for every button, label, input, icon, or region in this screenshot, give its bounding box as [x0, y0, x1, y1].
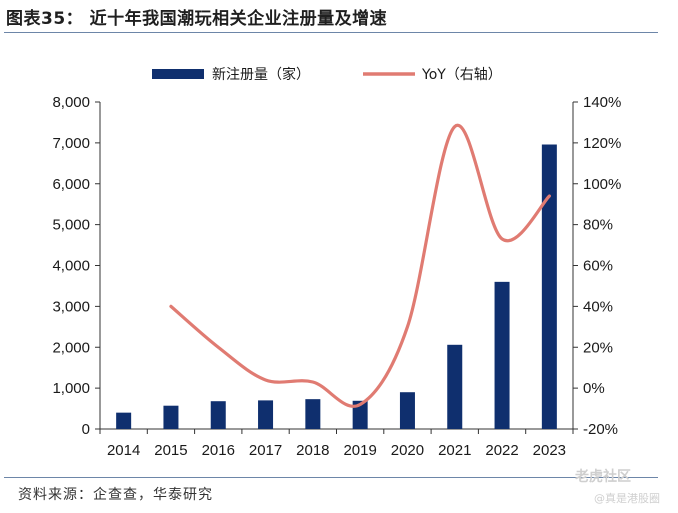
right-tick-label: 40% — [583, 298, 613, 315]
x-tick-label: 2022 — [485, 442, 518, 459]
bar-2015 — [163, 405, 179, 429]
left-tick-label: 0 — [82, 421, 90, 438]
legend-bar-label: 新注册量（家） — [212, 66, 310, 83]
left-tick-label: 2,000 — [52, 339, 90, 356]
left-tick-label: 7,000 — [52, 135, 90, 152]
bar-2017 — [258, 400, 274, 429]
legend-bar-swatch — [152, 69, 204, 79]
bar-2023 — [541, 144, 557, 429]
bar-2016 — [210, 401, 226, 429]
chart: 新注册量（家） YoY（右轴） 0 1,000 2,000 3,000 4,000 5,00… — [52, 66, 621, 459]
bar-2020 — [399, 392, 415, 429]
left-tick-label: 1,000 — [52, 380, 90, 397]
legend-line-label: YoY（右轴） — [421, 67, 502, 83]
x-tick-label: 2014 — [107, 442, 140, 459]
x-tick-label: 2018 — [296, 442, 329, 459]
bar-2014 — [116, 412, 132, 429]
bar-2018 — [305, 399, 321, 429]
watermark-handle: @真是港股圈 — [594, 492, 660, 505]
right-tick-label: 0% — [583, 380, 605, 397]
bar-2021 — [447, 344, 463, 429]
x-tick-label: 2021 — [438, 442, 471, 459]
right-tick-label: 100% — [583, 176, 621, 193]
bar-2022 — [494, 281, 510, 429]
line-series — [169, 123, 551, 408]
right-tick-label: 20% — [583, 339, 613, 356]
left-tick-label: 4,000 — [52, 258, 90, 275]
left-tick-label: 5,000 — [52, 217, 90, 234]
bar-2019 — [352, 400, 368, 429]
chart-title: 图表35： 近十年我国潮玩相关企业注册量及增速 — [6, 9, 388, 29]
axes: 0 1,000 2,000 3,000 4,000 5,000 6,000 7,000 8,00… — [52, 94, 621, 459]
footer-rule — [4, 477, 658, 478]
right-tick-label: 120% — [583, 135, 621, 152]
title-rule — [4, 32, 658, 33]
x-tick-label: 2019 — [343, 442, 376, 459]
watermark-brand: 老虎社区 — [575, 469, 631, 485]
left-tick-label: 8,000 — [52, 94, 90, 111]
bar-series — [116, 144, 557, 429]
left-tick-label: 6,000 — [52, 176, 90, 193]
x-tick-label: 2020 — [391, 442, 424, 459]
x-tick-label: 2016 — [202, 442, 235, 459]
left-tick-label: 3,000 — [52, 298, 90, 315]
right-tick-label: -20% — [583, 421, 618, 438]
legend: 新注册量（家） YoY（右轴） — [152, 66, 502, 83]
x-tick-label: 2017 — [249, 442, 282, 459]
yoy-line — [169, 123, 551, 408]
right-tick-label: 80% — [583, 217, 613, 234]
x-tick-label: 2023 — [533, 442, 566, 459]
x-tick-label: 2015 — [154, 442, 187, 459]
source-note: 资料来源：企查查，华泰研究 — [18, 487, 213, 503]
right-tick-label: 140% — [583, 94, 621, 111]
right-tick-label: 60% — [583, 258, 613, 275]
